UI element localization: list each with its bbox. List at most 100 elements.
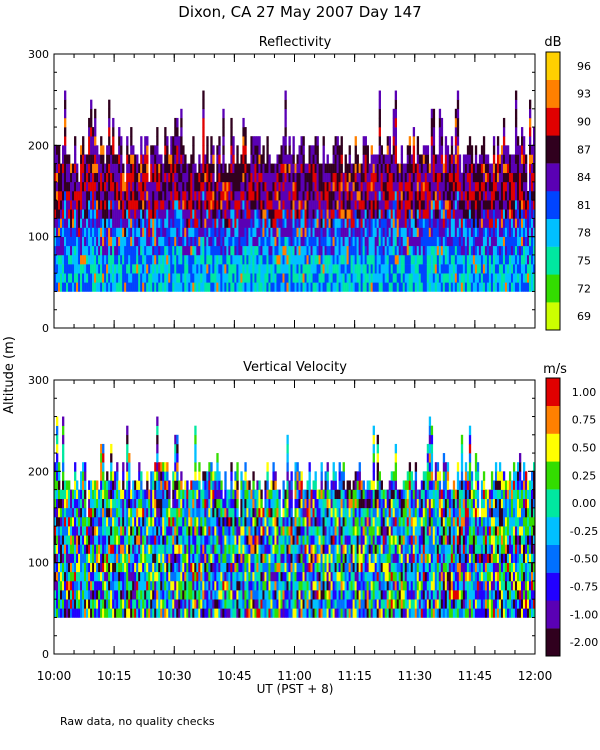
data-cell (134, 163, 137, 174)
data-cell (500, 191, 504, 201)
data-cell (344, 227, 347, 237)
data-cell (200, 282, 203, 292)
data-cell (430, 127, 434, 137)
data-cell (362, 191, 365, 201)
data-cell (102, 254, 105, 265)
data-cell (470, 245, 474, 256)
data-cell (348, 154, 351, 164)
data-cell (422, 245, 426, 256)
data-cell (286, 245, 289, 256)
data-cell (500, 181, 504, 192)
data-cell (100, 480, 103, 490)
data-cell (482, 264, 486, 274)
data-cell (418, 227, 422, 237)
data-cell (322, 136, 325, 146)
data-cell (338, 218, 341, 228)
data-cell (148, 535, 151, 545)
data-cell (460, 264, 464, 274)
data-cell (112, 117, 115, 128)
data-cell (424, 273, 428, 283)
data-cell (470, 218, 474, 228)
data-cell (216, 172, 219, 183)
data-cell (480, 273, 484, 283)
data-cell (362, 154, 365, 164)
data-cell (80, 544, 83, 554)
data-cell (180, 245, 183, 256)
data-cell (288, 245, 291, 256)
data-cell (476, 181, 480, 192)
data-cell (340, 209, 343, 219)
data-cell (496, 163, 500, 174)
data-cell (492, 136, 496, 146)
data-cell (458, 163, 462, 174)
data-cell (394, 136, 398, 146)
data-cell (114, 236, 117, 247)
data-cell (174, 580, 177, 591)
data-cell (64, 200, 67, 210)
data-cell (222, 264, 225, 274)
data-cell (134, 480, 137, 490)
data-cell (148, 498, 151, 509)
data-cell (84, 245, 87, 256)
data-cell (206, 264, 209, 274)
data-cell (90, 264, 93, 274)
data-cell (108, 236, 111, 247)
data-cell (424, 181, 428, 192)
data-cell (86, 218, 89, 228)
data-cell (278, 154, 281, 164)
data-cell (346, 181, 349, 192)
data-cell (354, 163, 357, 174)
data-cell (376, 191, 379, 201)
data-cell (282, 163, 285, 174)
data-cell (136, 517, 139, 527)
data-cell (84, 544, 87, 554)
data-cell (280, 163, 283, 174)
data-cell (320, 264, 323, 274)
data-cell (120, 218, 123, 228)
data-cell (514, 181, 518, 192)
data-cell (370, 181, 373, 192)
data-cell (144, 580, 147, 591)
data-cell (102, 590, 105, 600)
data-cell (134, 172, 137, 183)
data-cell (330, 236, 333, 247)
data-cell (398, 245, 402, 256)
data-cell (276, 273, 279, 283)
data-cell (102, 580, 105, 591)
data-cell (196, 245, 199, 256)
data-cell (292, 163, 295, 174)
data-cell (140, 163, 143, 174)
data-cell (54, 507, 57, 518)
data-cell (328, 245, 331, 256)
data-cell (516, 245, 520, 256)
data-cell (444, 181, 448, 192)
data-cell (338, 163, 341, 174)
data-cell (70, 172, 73, 183)
data-cell (158, 227, 161, 237)
data-cell (156, 218, 159, 228)
data-cell (140, 571, 143, 582)
data-cell (322, 282, 325, 292)
data-cell (248, 163, 251, 174)
data-cell (66, 517, 69, 527)
data-cell (264, 227, 267, 237)
data-cell (128, 553, 131, 563)
data-cell (104, 553, 107, 563)
data-cell (126, 154, 129, 164)
data-cell (366, 245, 369, 256)
data-cell (70, 517, 73, 527)
data-cell (166, 209, 169, 219)
data-cell (432, 209, 436, 219)
data-cell (98, 163, 101, 174)
data-cell (422, 273, 426, 283)
data-cell (288, 145, 291, 155)
data-cell (248, 200, 251, 210)
data-cell (250, 200, 253, 210)
data-cell (132, 608, 135, 618)
data-cell (206, 254, 209, 265)
data-cell (124, 227, 127, 237)
data-cell (184, 590, 187, 600)
data-cell (154, 571, 157, 582)
data-cell (164, 480, 167, 490)
data-cell (254, 264, 257, 274)
